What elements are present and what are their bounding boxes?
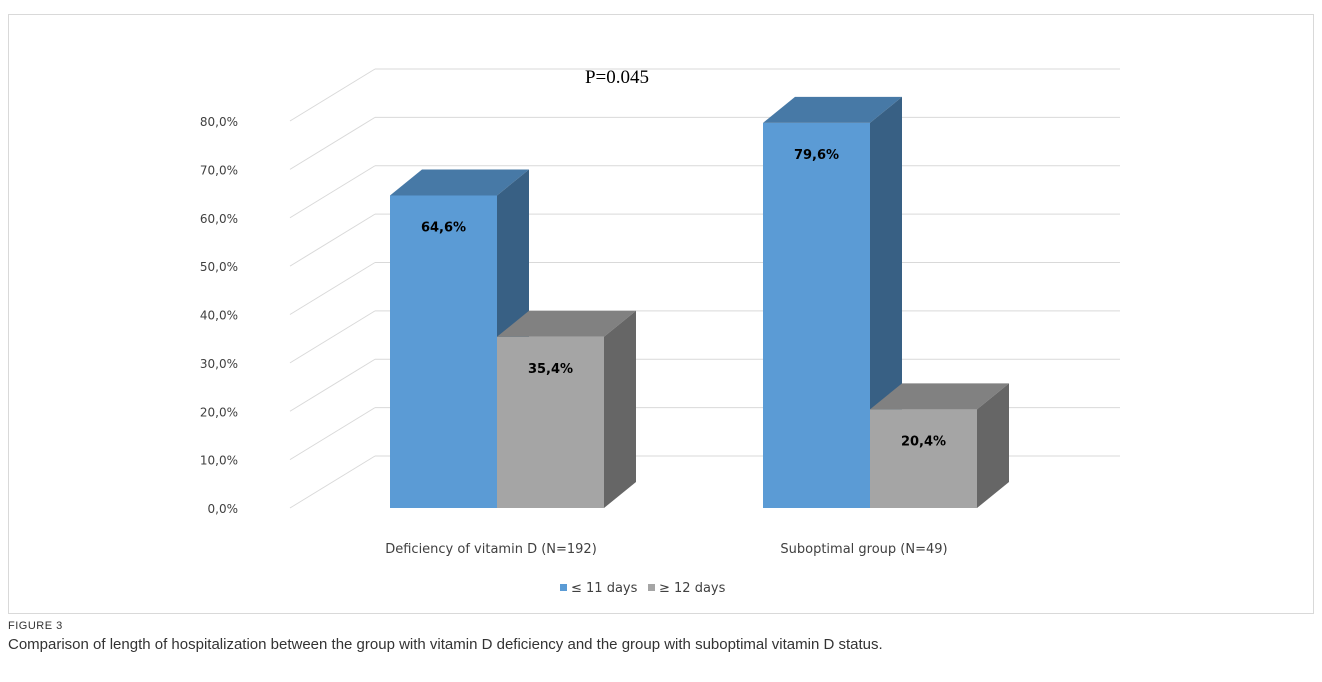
gridline-diagonal — [289, 213, 376, 267]
figure-label: FIGURE 3 — [8, 620, 63, 632]
y-tick-label: 40,0% — [200, 309, 238, 323]
y-tick-label: 70,0% — [200, 163, 238, 177]
data-label: 79,6% — [794, 148, 839, 163]
bar-top — [497, 310, 636, 337]
legend-label: ≥ 12 days — [659, 581, 726, 596]
x-category-label: Deficiency of vitamin D (N=192) — [385, 542, 597, 557]
bar-top — [390, 169, 529, 196]
bars: 64,6% 35,4% 79,6% 20,4% — [390, 96, 1009, 508]
figure-frame — [8, 14, 1314, 614]
bar-side — [977, 383, 1009, 508]
bar-top — [763, 96, 902, 123]
x-axis: Deficiency of vitamin D (N=192) Suboptima… — [385, 542, 947, 557]
y-tick-label: 80,0% — [200, 115, 238, 129]
bar-front — [390, 195, 497, 508]
legend-swatch — [560, 584, 567, 591]
y-axis: 0,0% 10,0% 20,0% 30,0% 40,0% 50,0% 60,0% 70,0% 8… — [200, 115, 238, 516]
y-tick-label: 0,0% — [208, 502, 239, 516]
x-category-label: Suboptimal group (N=49) — [780, 542, 947, 557]
bar-side — [604, 310, 636, 508]
gridline-diagonal — [289, 310, 376, 364]
gridline-diagonal — [289, 358, 376, 412]
data-label: 64,6% — [421, 220, 466, 235]
legend-label: ≤ 11 days — [571, 581, 638, 596]
caption-area: FIGURE 3 Comparison of length of hospita… — [8, 620, 1308, 653]
gridline-diagonal — [289, 165, 376, 219]
y-tick-label: 30,0% — [200, 357, 238, 371]
gridline-diagonal — [289, 455, 376, 509]
data-label: 35,4% — [528, 362, 573, 377]
gridline-diagonal — [289, 262, 376, 315]
legend-swatch — [648, 584, 655, 591]
figure-caption: Comparison of length of hospitalization … — [8, 636, 883, 653]
y-tick-label: 50,0% — [200, 260, 238, 274]
y-tick-label: 20,0% — [200, 405, 238, 419]
legend: ≤ 11 days ≥ 12 days — [560, 581, 726, 596]
gridline-diagonal — [289, 116, 376, 170]
bar-front — [870, 409, 977, 508]
data-label: 20,4% — [901, 434, 946, 449]
bar-front — [763, 122, 870, 508]
p-value-annotation: P=0.045 — [585, 67, 649, 88]
bar-top — [870, 383, 1009, 410]
gridline-diagonal — [289, 68, 376, 122]
chart: 0,0% 10,0% 20,0% 30,0% 40,0% 50,0% 60,0% 70,0% 8… — [200, 67, 1120, 596]
gridline-diagonal — [289, 407, 376, 461]
bar-front — [497, 336, 604, 508]
y-tick-label: 10,0% — [200, 454, 238, 468]
y-tick-label: 60,0% — [200, 212, 238, 226]
